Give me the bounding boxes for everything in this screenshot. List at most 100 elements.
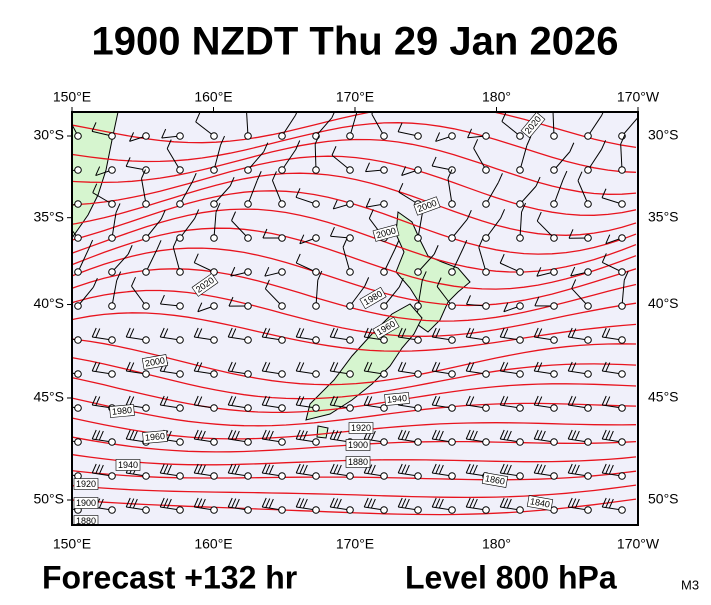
station — [177, 167, 184, 174]
station — [143, 473, 150, 480]
station — [585, 439, 592, 446]
station — [143, 167, 150, 174]
station — [279, 303, 286, 310]
station — [483, 507, 490, 514]
station — [381, 303, 388, 310]
lon-label-top: 160°E — [194, 89, 232, 105]
model: M3 — [681, 577, 699, 592]
station — [585, 405, 592, 412]
station — [449, 405, 456, 412]
station — [381, 439, 388, 446]
station — [381, 371, 388, 378]
station — [109, 507, 116, 514]
station — [517, 303, 524, 310]
station — [279, 473, 286, 480]
station — [517, 235, 524, 242]
station — [279, 235, 286, 242]
station — [551, 405, 558, 412]
station — [381, 473, 388, 480]
station — [517, 337, 524, 344]
station — [381, 167, 388, 174]
station — [177, 371, 184, 378]
barb — [65, 465, 69, 474]
station — [551, 371, 558, 378]
barb — [60, 198, 64, 207]
station — [551, 201, 558, 208]
station — [313, 405, 320, 412]
station — [109, 473, 116, 480]
lat-label-left: 30°S — [33, 127, 64, 143]
station — [415, 473, 422, 480]
station — [109, 337, 116, 344]
station — [483, 303, 490, 310]
station — [381, 201, 388, 208]
contour-label: 1940 — [116, 460, 140, 471]
station — [415, 337, 422, 344]
station — [585, 507, 592, 514]
station — [109, 201, 116, 208]
station — [347, 235, 354, 242]
station — [75, 371, 82, 378]
station — [381, 507, 388, 514]
station — [585, 303, 592, 310]
station — [143, 269, 150, 276]
station — [517, 371, 524, 378]
station — [75, 235, 82, 242]
station — [347, 303, 354, 310]
station — [347, 371, 354, 378]
contour-label-text: 1900 — [348, 440, 368, 450]
lat-label-left: 35°S — [33, 208, 64, 224]
station — [483, 235, 490, 242]
station — [347, 167, 354, 174]
station — [449, 337, 456, 344]
barb — [65, 431, 69, 440]
lon-label-bottom: 170°E — [336, 536, 374, 552]
station — [211, 201, 218, 208]
station — [517, 133, 524, 140]
station — [245, 337, 252, 344]
station — [279, 371, 286, 378]
station — [245, 405, 252, 412]
station — [279, 405, 286, 412]
station — [449, 371, 456, 378]
station — [211, 405, 218, 412]
station — [551, 269, 558, 276]
station — [177, 473, 184, 480]
station — [313, 167, 320, 174]
station — [245, 201, 252, 208]
station — [109, 439, 116, 446]
station — [483, 167, 490, 174]
lat-label-right: 45°S — [648, 389, 679, 405]
station — [211, 235, 218, 242]
station — [279, 269, 286, 276]
station — [211, 337, 218, 344]
station — [381, 269, 388, 276]
station — [585, 337, 592, 344]
station — [143, 201, 150, 208]
station — [313, 303, 320, 310]
station — [109, 235, 116, 242]
lon-label-top: 170°W — [617, 89, 660, 105]
station — [517, 473, 524, 480]
station — [143, 507, 150, 514]
station — [619, 439, 626, 446]
station — [279, 133, 286, 140]
station — [143, 405, 150, 412]
station — [517, 405, 524, 412]
station — [449, 201, 456, 208]
contour-label-text: 1880 — [348, 457, 368, 467]
station — [585, 133, 592, 140]
lon-label-top: 180° — [482, 89, 511, 105]
contour-label-text: 1940 — [387, 393, 408, 405]
station — [143, 235, 150, 242]
station — [619, 473, 626, 480]
station — [415, 507, 422, 514]
station — [449, 133, 456, 140]
station — [245, 303, 252, 310]
station — [381, 337, 388, 344]
station — [517, 439, 524, 446]
station — [619, 167, 626, 174]
contour-label: 1900 — [346, 440, 370, 451]
station — [483, 405, 490, 412]
